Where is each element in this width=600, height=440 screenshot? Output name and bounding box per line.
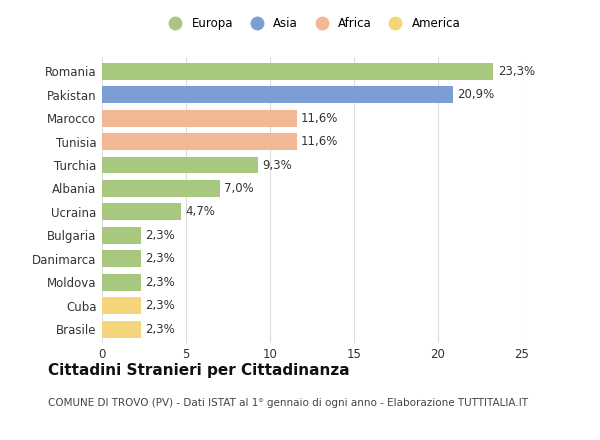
- Text: 2,3%: 2,3%: [145, 229, 175, 242]
- Bar: [102, 180, 220, 197]
- Text: Cittadini Stranieri per Cittadinanza: Cittadini Stranieri per Cittadinanza: [48, 363, 350, 378]
- Text: COMUNE DI TROVO (PV) - Dati ISTAT al 1° gennaio di ogni anno - Elaborazione TUTT: COMUNE DI TROVO (PV) - Dati ISTAT al 1° …: [48, 398, 528, 408]
- Bar: [102, 203, 181, 220]
- Text: 11,6%: 11,6%: [301, 112, 338, 125]
- Text: 4,7%: 4,7%: [185, 205, 215, 218]
- Text: 9,3%: 9,3%: [262, 158, 292, 172]
- Bar: [102, 297, 140, 314]
- Bar: [102, 157, 258, 173]
- Text: 2,3%: 2,3%: [145, 276, 175, 289]
- Bar: [102, 133, 297, 150]
- Text: 2,3%: 2,3%: [145, 252, 175, 265]
- Bar: [102, 110, 297, 127]
- Text: 20,9%: 20,9%: [457, 88, 494, 101]
- Text: 2,3%: 2,3%: [145, 323, 175, 336]
- Text: 2,3%: 2,3%: [145, 299, 175, 312]
- Bar: [102, 250, 140, 267]
- Bar: [102, 274, 140, 291]
- Bar: [102, 227, 140, 244]
- Legend: Europa, Asia, Africa, America: Europa, Asia, Africa, America: [163, 17, 461, 30]
- Text: 23,3%: 23,3%: [497, 65, 535, 78]
- Bar: [102, 321, 140, 337]
- Bar: [102, 63, 493, 80]
- Text: 11,6%: 11,6%: [301, 135, 338, 148]
- Bar: [102, 86, 453, 103]
- Text: 7,0%: 7,0%: [224, 182, 254, 195]
